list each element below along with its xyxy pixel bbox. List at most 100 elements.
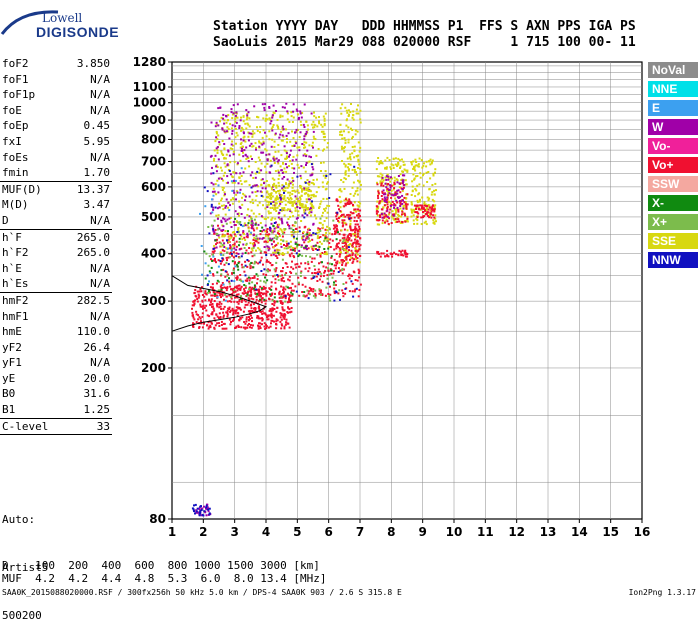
echo-point bbox=[240, 126, 243, 129]
echo-point bbox=[289, 208, 291, 211]
echo-point bbox=[350, 127, 352, 130]
y-tick-label: 800 bbox=[141, 132, 166, 146]
echo-point bbox=[313, 272, 316, 274]
echo-point bbox=[380, 182, 383, 185]
echo-point bbox=[253, 286, 256, 289]
echo-point bbox=[355, 242, 358, 245]
echo-point bbox=[231, 140, 234, 143]
echo-point bbox=[270, 164, 273, 167]
echo-point bbox=[210, 154, 213, 157]
echo-point bbox=[261, 136, 264, 139]
echo-point bbox=[261, 312, 264, 315]
echo-point bbox=[277, 252, 280, 255]
echo-point bbox=[406, 215, 409, 218]
echo-point bbox=[342, 268, 345, 271]
echo-point bbox=[263, 312, 266, 315]
echo-point bbox=[344, 173, 347, 176]
echo-point bbox=[240, 285, 243, 288]
echo-point bbox=[291, 293, 294, 296]
echo-point bbox=[300, 246, 303, 248]
echo-point bbox=[345, 223, 348, 226]
echo-point bbox=[300, 185, 303, 188]
echo-point bbox=[309, 189, 312, 192]
echo-point bbox=[268, 212, 271, 215]
param-value: N/A bbox=[90, 103, 110, 117]
echo-point bbox=[315, 217, 318, 220]
echo-point bbox=[220, 199, 222, 202]
echo-point bbox=[391, 177, 393, 180]
echo-point bbox=[218, 206, 221, 209]
echo-point bbox=[235, 116, 238, 119]
echo-point bbox=[274, 234, 277, 237]
echo-point bbox=[247, 135, 250, 138]
echo-point bbox=[434, 204, 437, 207]
echo-point bbox=[297, 118, 300, 121]
echo-point bbox=[212, 307, 215, 310]
echo-point bbox=[232, 198, 235, 201]
echo-point bbox=[354, 228, 357, 230]
echo-point bbox=[410, 194, 413, 196]
echo-point bbox=[320, 170, 322, 172]
echo-point bbox=[338, 221, 341, 224]
echo-point bbox=[282, 188, 285, 191]
echo-point bbox=[267, 315, 270, 318]
echo-point bbox=[358, 270, 361, 273]
echo-point bbox=[417, 165, 420, 168]
echo-point bbox=[232, 150, 235, 153]
echo-point bbox=[284, 297, 287, 300]
echo-point bbox=[349, 227, 352, 230]
echo-point bbox=[228, 280, 231, 283]
echo-point bbox=[290, 162, 293, 165]
echo-point bbox=[284, 157, 287, 160]
echo-point bbox=[244, 291, 247, 294]
echo-point bbox=[320, 130, 323, 133]
echo-point bbox=[240, 263, 243, 266]
echo-point bbox=[354, 190, 357, 193]
echo-point bbox=[229, 122, 232, 125]
echo-point bbox=[397, 189, 400, 192]
echo-point bbox=[432, 204, 435, 207]
echo-point bbox=[255, 235, 258, 238]
param-row-fof2: foF2 3.850 bbox=[2, 56, 110, 72]
echo-point bbox=[212, 183, 215, 186]
echo-point bbox=[209, 212, 212, 215]
echo-point bbox=[336, 213, 339, 216]
echo-point bbox=[390, 163, 393, 166]
echo-point bbox=[242, 151, 244, 154]
echo-point bbox=[359, 202, 362, 205]
echo-point bbox=[320, 161, 322, 164]
param-value: 265.0 bbox=[76, 230, 110, 244]
echo-point bbox=[300, 220, 303, 222]
echo-point bbox=[213, 157, 216, 160]
echo-point bbox=[354, 255, 357, 258]
echo-point bbox=[329, 285, 331, 288]
echo-point bbox=[379, 216, 382, 218]
echo-point bbox=[235, 111, 238, 114]
echo-point bbox=[271, 116, 274, 119]
echo-point bbox=[343, 150, 346, 153]
echo-point bbox=[346, 118, 348, 121]
echo-point bbox=[342, 283, 345, 285]
echo-point bbox=[198, 294, 201, 297]
echo-point bbox=[246, 259, 249, 261]
echo-point bbox=[312, 288, 315, 291]
echo-point bbox=[377, 207, 380, 210]
echo-point bbox=[263, 246, 266, 248]
echo-point bbox=[222, 179, 225, 182]
echo-point bbox=[422, 184, 425, 187]
echo-point bbox=[317, 148, 320, 150]
echo-point bbox=[304, 285, 307, 288]
echo-point bbox=[257, 185, 260, 188]
echo-point bbox=[274, 269, 277, 271]
echo-point bbox=[344, 170, 347, 173]
echo-point bbox=[255, 249, 257, 252]
echo-point bbox=[429, 158, 432, 161]
echo-point bbox=[381, 216, 384, 219]
echo-point bbox=[269, 159, 272, 162]
echo-point bbox=[295, 272, 298, 275]
echo-point bbox=[251, 191, 254, 194]
echo-point bbox=[248, 125, 251, 128]
echo-point bbox=[339, 239, 342, 242]
echo-point bbox=[243, 306, 246, 309]
echo-point bbox=[416, 204, 419, 207]
